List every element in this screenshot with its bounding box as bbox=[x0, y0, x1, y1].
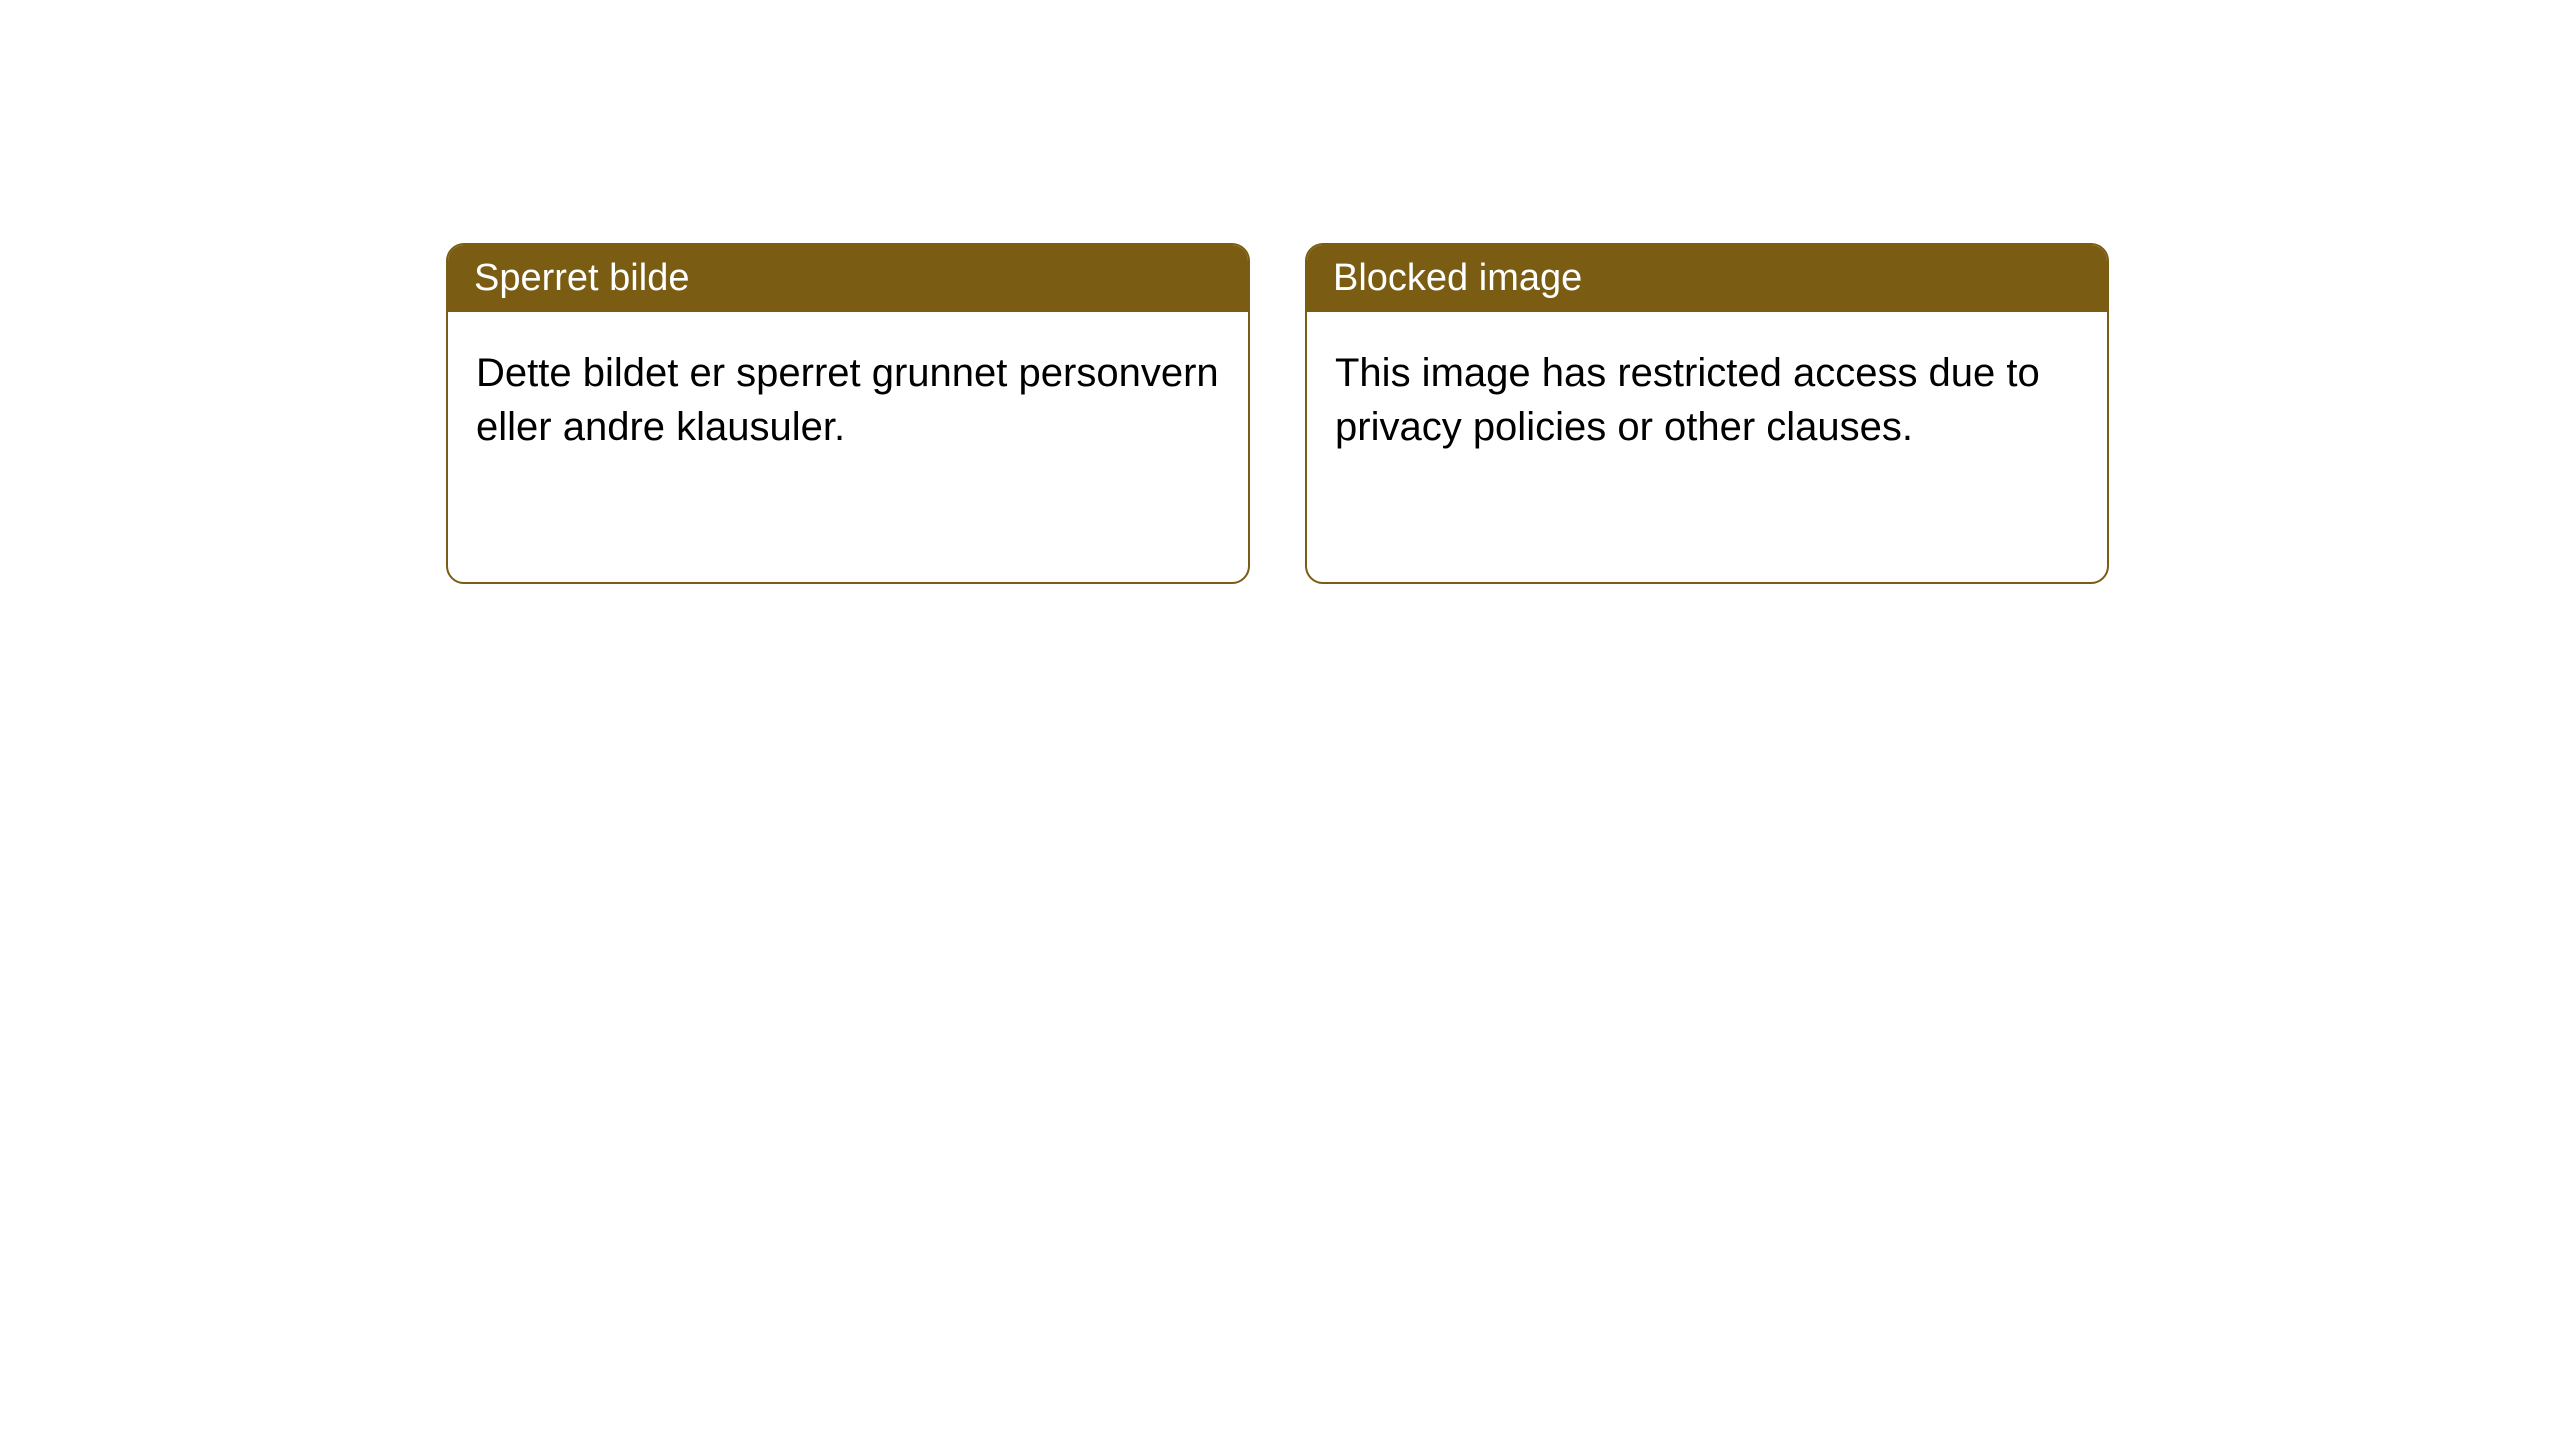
notice-title: Blocked image bbox=[1333, 257, 1582, 299]
notice-card-english: Blocked image This image has restricted … bbox=[1305, 243, 2109, 584]
notice-header-english: Blocked image bbox=[1307, 245, 2107, 312]
notice-container: Sperret bilde Dette bildet er sperret gr… bbox=[446, 243, 2109, 584]
notice-text: Dette bildet er sperret grunnet personve… bbox=[476, 351, 1219, 449]
notice-text: This image has restricted access due to … bbox=[1335, 351, 2040, 449]
notice-title: Sperret bilde bbox=[474, 257, 689, 299]
notice-header-norwegian: Sperret bilde bbox=[448, 245, 1248, 312]
notice-card-norwegian: Sperret bilde Dette bildet er sperret gr… bbox=[446, 243, 1250, 584]
notice-body-norwegian: Dette bildet er sperret grunnet personve… bbox=[448, 312, 1248, 582]
notice-body-english: This image has restricted access due to … bbox=[1307, 312, 2107, 582]
